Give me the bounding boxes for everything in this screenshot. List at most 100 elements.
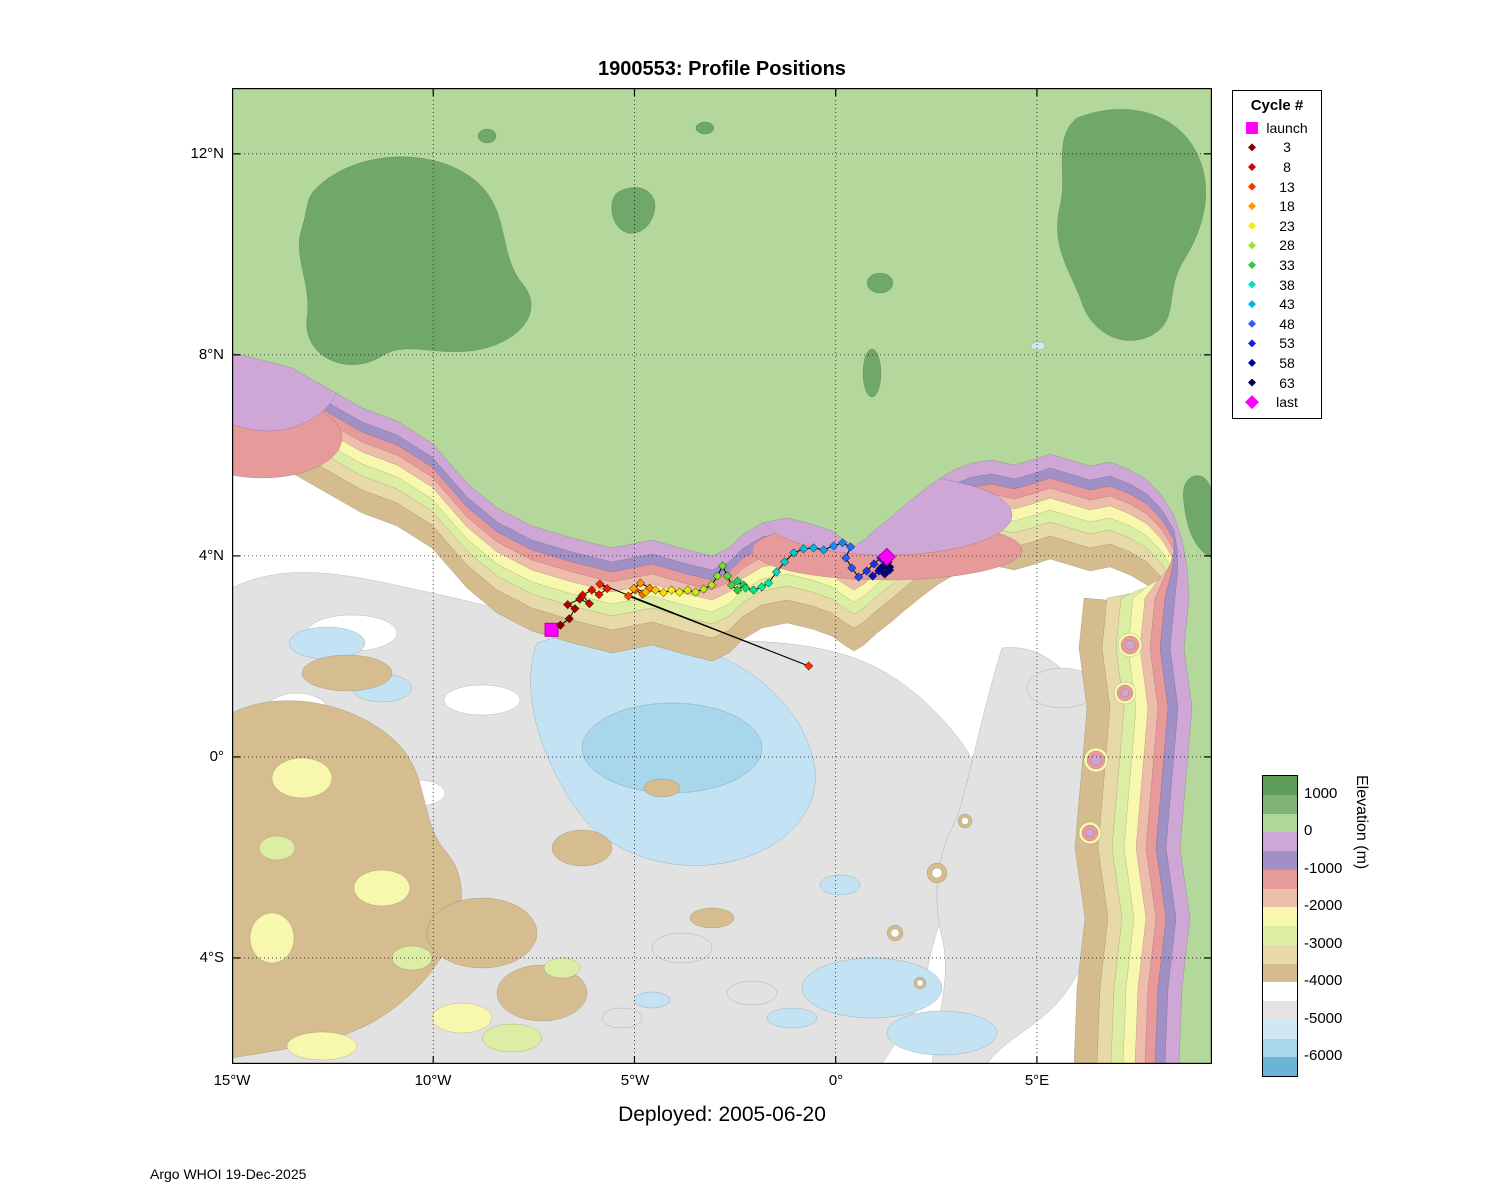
profile-marker	[876, 563, 886, 573]
y-tick-label: 4°S	[199, 949, 224, 966]
colorbar-band	[1263, 1019, 1297, 1039]
legend-entry-label: 33	[1279, 256, 1295, 273]
legend-entry: 18	[1233, 196, 1321, 216]
profile-marker	[595, 579, 605, 589]
last-marker	[877, 547, 897, 567]
footer-text: Argo WHOI 19-Dec-2025	[150, 1166, 307, 1182]
legend-entry-label: 13	[1279, 178, 1295, 195]
bathy-patch	[766, 1007, 818, 1029]
island-core	[1125, 640, 1135, 650]
diamond-marker-icon	[1241, 143, 1263, 152]
profile-marker	[717, 561, 728, 571]
legend-entry: 58	[1233, 353, 1321, 373]
profile-marker	[658, 587, 669, 598]
legend-marker	[1248, 202, 1256, 211]
y-tick-label: 4°N	[198, 547, 224, 564]
profile-marker	[584, 599, 595, 609]
legend-entry: 8	[1233, 157, 1321, 177]
legend-entry-label: 23	[1279, 217, 1295, 234]
profile-marker	[564, 614, 574, 624]
profile-marker	[847, 563, 857, 573]
colorbar-tick-label: -6000	[1304, 1047, 1343, 1065]
profile-marker	[757, 582, 767, 592]
legend-marker	[1248, 162, 1256, 171]
colorbar-tick-label: 1000	[1304, 784, 1338, 802]
diamond-marker-icon	[1241, 182, 1263, 191]
legend-entry: 48	[1233, 314, 1321, 334]
profile-marker	[577, 590, 588, 600]
diamond-marker-icon	[1241, 319, 1263, 328]
diamond-marker-icon	[1241, 202, 1263, 211]
mt-cameroon	[1183, 475, 1212, 559]
colorbar-tick-label: -5000	[1304, 1009, 1343, 1027]
legend-entry-label: 53	[1279, 335, 1295, 352]
profile-marker	[740, 583, 751, 593]
legend-marker	[1248, 319, 1256, 328]
diamond-marker-icon	[1241, 300, 1263, 309]
profile-marker	[771, 567, 782, 577]
island-core	[1085, 828, 1095, 838]
x-tick-label: 5°W	[620, 1072, 650, 1089]
profile-marker	[798, 544, 809, 554]
legend-marker	[1248, 300, 1256, 309]
profile-marker	[868, 571, 878, 581]
bathy-patch	[581, 702, 763, 794]
bathy-patch	[271, 757, 333, 799]
profile-marker	[779, 557, 790, 567]
legend: Cycle # launch 3 8 13 18 23 28 33 38 43 48 53 58 63 la…	[1232, 90, 1322, 419]
profile-marker	[623, 591, 634, 601]
legend-marker	[1248, 378, 1256, 387]
colorbar-tick-label: -4000	[1304, 972, 1343, 990]
bathy-patch	[551, 829, 613, 867]
square-marker-icon	[1241, 121, 1263, 134]
profile-marker	[837, 538, 848, 548]
colorbar-band	[1263, 776, 1297, 795]
legend-marker	[1248, 241, 1256, 250]
profile-marker	[712, 571, 722, 581]
profile-marker	[563, 600, 573, 610]
legend-entry: 13	[1233, 177, 1321, 197]
bathy-patch	[633, 991, 671, 1009]
colorbar	[1262, 775, 1298, 1077]
colorbar-label: Elevation (m)	[1353, 775, 1370, 870]
bathy-patch	[601, 1007, 643, 1029]
plot-area	[232, 88, 1212, 1064]
y-tick-label: 0°	[209, 748, 224, 765]
colorbar-band	[1263, 832, 1297, 851]
colorbar-band	[1263, 794, 1297, 814]
legend-marker	[1248, 182, 1256, 191]
colorbar-band	[1263, 982, 1297, 1001]
bathy-patch	[426, 897, 538, 969]
colorbar-band	[1263, 907, 1297, 926]
profile-marker	[841, 553, 851, 563]
diamond-marker-icon	[1241, 378, 1263, 387]
bathy-patch	[643, 778, 681, 798]
profile-marker	[602, 583, 612, 594]
bathy-patch	[301, 654, 393, 692]
legend-marker	[1248, 280, 1256, 289]
colorbar-band	[1263, 1057, 1297, 1076]
highlands-patch	[866, 272, 894, 294]
seamount-top	[961, 817, 969, 825]
profile-marker	[674, 587, 685, 597]
legend-marker	[1248, 358, 1256, 367]
profile-marker	[587, 585, 597, 595]
legend-entry-label: 43	[1279, 296, 1295, 313]
legend-rows: launch 3 8 13 18 23 28 33 38 43 48 53 58 63 last	[1233, 118, 1321, 412]
diamond-marker-icon	[1241, 358, 1263, 367]
bathy-patch	[819, 874, 861, 896]
bathy-patch	[496, 964, 588, 1022]
map-svg	[232, 88, 1212, 1064]
legend-entry-label: launch	[1266, 119, 1308, 136]
x-tick-label: 10°W	[414, 1072, 452, 1089]
x-axis-label: Deployed: 2005-06-20	[618, 1103, 826, 1126]
legend-marker	[1246, 121, 1258, 134]
seamount-top	[916, 979, 924, 987]
legend-entry: 38	[1233, 275, 1321, 295]
diamond-marker-icon	[1241, 162, 1263, 171]
diamond-marker-icon	[1241, 221, 1263, 230]
legend-title: Cycle #	[1250, 97, 1304, 114]
colorbar-band	[1263, 944, 1297, 964]
legend-entry-label: 63	[1279, 374, 1295, 391]
